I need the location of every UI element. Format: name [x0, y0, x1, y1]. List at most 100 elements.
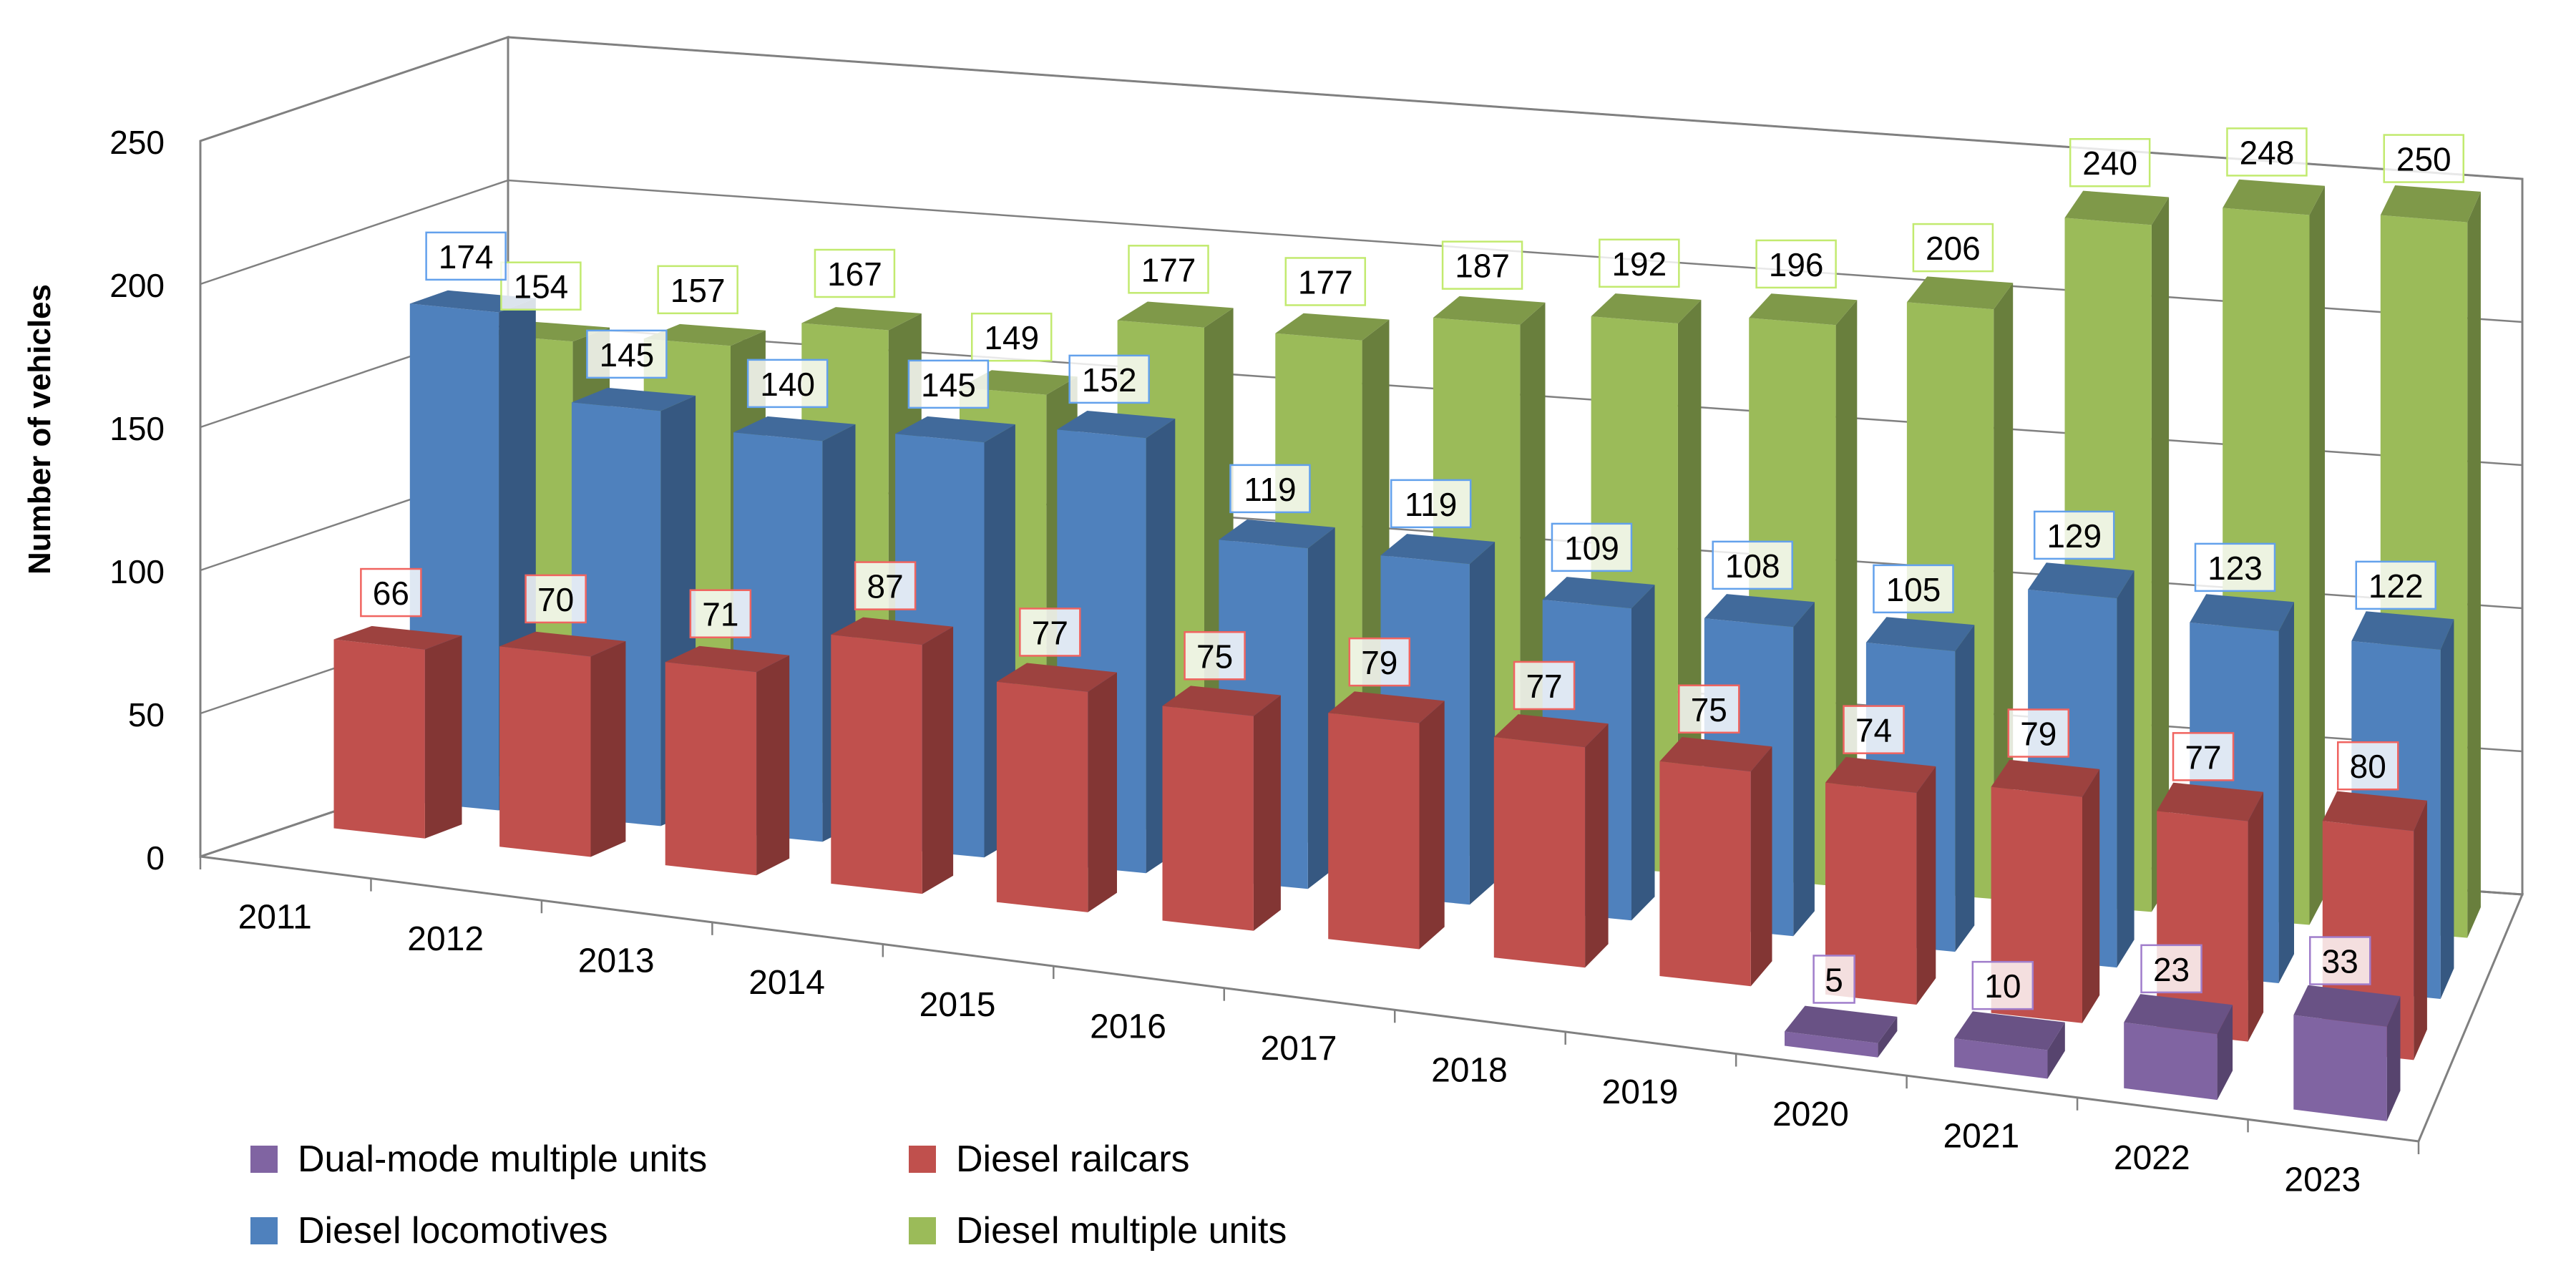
- bar-front: [333, 639, 425, 839]
- data-label: 177: [1284, 257, 1367, 306]
- data-label-text: 248: [2240, 134, 2295, 171]
- y-tick-label: 0: [146, 839, 165, 877]
- y-tick-label: 150: [109, 410, 165, 447]
- bar: [1493, 714, 1609, 968]
- bar-top: [1865, 617, 1975, 652]
- data-label-box: [2337, 741, 2399, 791]
- data-label: 157: [657, 265, 738, 315]
- data-label-box: [2355, 560, 2436, 610]
- data-label: 66: [360, 567, 422, 618]
- x-tick-label: 2017: [1261, 1030, 1337, 1068]
- data-label-box: [1712, 540, 1793, 590]
- data-label: 152: [1068, 354, 1150, 404]
- bar: [1659, 737, 1772, 987]
- bar: [1954, 1011, 2065, 1079]
- bar-top: [1493, 714, 1609, 748]
- data-label: 206: [1912, 223, 1994, 273]
- data-label-text: 77: [1526, 668, 1562, 705]
- data-label: 79: [2007, 708, 2070, 758]
- bar-top: [643, 323, 766, 346]
- data-label-text: 70: [537, 581, 574, 618]
- bar-front: [2293, 1015, 2387, 1121]
- data-label-box: [2226, 127, 2308, 177]
- bar-side: [590, 641, 626, 857]
- data-label-box: [1678, 684, 1740, 734]
- x-tick-label: 2012: [407, 920, 484, 958]
- legend-label: Diesel multiple units: [956, 1210, 1287, 1252]
- legend-item-diesel-multiple-units: Diesel multiple units: [909, 1209, 1287, 1252]
- data-label-box: [1513, 660, 1576, 711]
- data-label-text: 108: [1725, 547, 1780, 585]
- bar-side: [424, 635, 462, 839]
- data-label-text: 177: [1298, 263, 1353, 301]
- data-label-box: [907, 359, 990, 409]
- bar-side: [2440, 619, 2454, 999]
- chart-bars: [333, 179, 2481, 1121]
- data-label-text: 71: [702, 596, 738, 633]
- data-label: 75: [1184, 631, 1246, 681]
- bar-top: [1162, 686, 1281, 716]
- data-label: 109: [1551, 522, 1633, 572]
- data-label-box: [1873, 564, 1954, 614]
- data-label-box: [1128, 245, 1209, 294]
- bar-top: [571, 387, 696, 411]
- bar: [499, 631, 626, 857]
- data-label-box: [2383, 134, 2464, 183]
- data-label-text: 149: [984, 319, 1039, 356]
- y-tick-label: 50: [128, 696, 165, 733]
- bar-front: [665, 662, 757, 876]
- bar-side: [2467, 191, 2481, 938]
- data-label: 119: [1229, 464, 1311, 514]
- data-label: 123: [2194, 542, 2276, 592]
- legend-item-diesel-railcars: Diesel railcars: [909, 1138, 1190, 1181]
- data-label-text: 77: [2185, 738, 2221, 776]
- data-label: 248: [2226, 127, 2308, 177]
- bar-top: [2351, 611, 2454, 650]
- data-label-box: [360, 567, 422, 618]
- data-label: 145: [907, 359, 990, 409]
- data-label-box: [1068, 354, 1150, 404]
- bar-top: [2157, 782, 2264, 821]
- data-label: 196: [1755, 239, 1837, 289]
- bar-top: [2380, 185, 2481, 223]
- data-label-text: 145: [921, 366, 976, 404]
- data-label-text: 154: [514, 268, 569, 306]
- bar-side: [1585, 723, 1609, 968]
- data-label-text: 152: [1082, 361, 1137, 399]
- data-label-text: 77: [1032, 614, 1068, 651]
- legend-swatch-diesel-multiple-units: [909, 1217, 936, 1244]
- legend-swatch-diesel-locomotives: [250, 1217, 278, 1244]
- data-label-text: 206: [1926, 230, 1981, 267]
- bar-top: [1057, 411, 1176, 439]
- data-label-text: 79: [1361, 644, 1397, 681]
- data-label-box: [689, 589, 752, 638]
- data-label-text: 119: [1244, 471, 1296, 508]
- data-label-box: [525, 574, 587, 624]
- bar-top: [1380, 534, 1496, 565]
- data-label-text: 174: [439, 238, 494, 275]
- bar-top: [1328, 691, 1445, 723]
- data-label-box: [586, 329, 668, 379]
- x-tick-label: 2015: [919, 986, 996, 1024]
- data-label-box: [746, 359, 829, 409]
- bar-front: [1162, 706, 1254, 931]
- bar-front: [831, 634, 922, 894]
- x-tick-label: 2019: [1602, 1073, 1679, 1111]
- data-label-box: [1348, 637, 1411, 687]
- data-label-text: 140: [760, 366, 815, 403]
- bar-side: [1469, 542, 1496, 905]
- data-label: 174: [425, 231, 507, 281]
- bar-side: [1955, 625, 1975, 952]
- data-label-box: [854, 561, 917, 610]
- data-label-box: [1971, 960, 2034, 1010]
- bar-top: [1433, 296, 1546, 325]
- legend-swatch-diesel-railcars: [909, 1146, 936, 1173]
- bar: [1162, 686, 1281, 931]
- data-label: 80: [2337, 741, 2399, 791]
- x-tick-label: 2021: [1943, 1117, 2019, 1155]
- data-label: 119: [1390, 479, 1472, 529]
- data-label-text: 177: [1141, 251, 1196, 288]
- chart-data-labels: 154 157 167 149 177 177 187 192 196 206 240 248 250 1…: [360, 127, 2464, 1010]
